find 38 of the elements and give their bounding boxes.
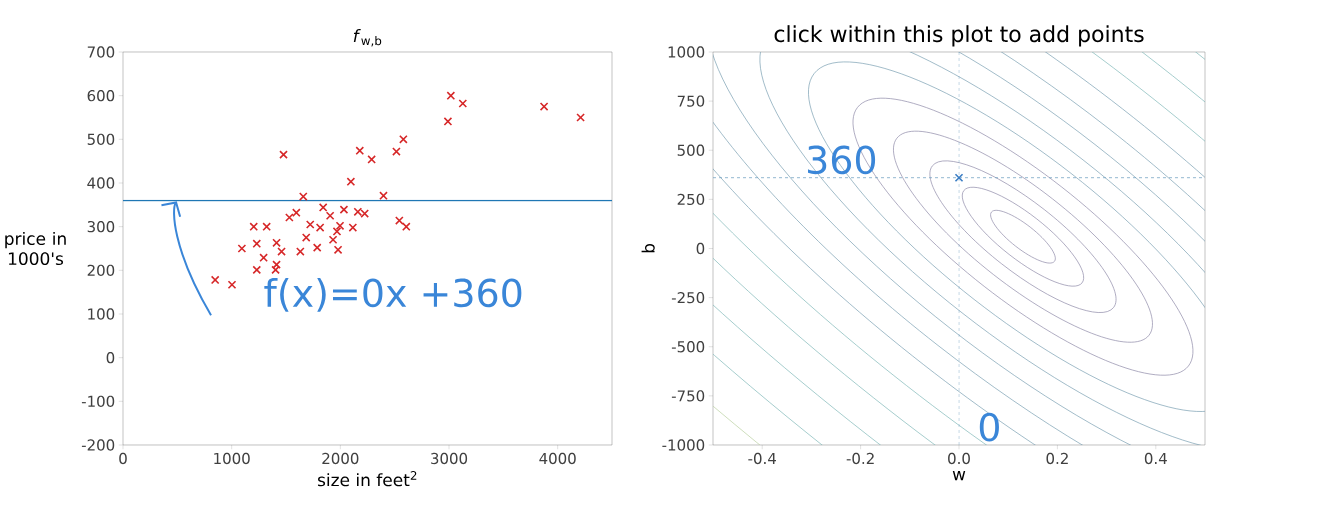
y-tick-label: -1000	[662, 439, 705, 451]
x-tick-label: 4000	[539, 452, 576, 465]
y-tick-label: 100	[88, 308, 115, 320]
x-tick-label: -0.2	[846, 452, 874, 465]
annotation: 0	[979, 412, 999, 442]
x-tick-label: 0.4	[1144, 452, 1167, 465]
y-tick-label: -200	[81, 439, 115, 451]
y-tick-label: -500	[671, 341, 705, 353]
x-tick-label: 0.0	[948, 452, 970, 465]
y-tick-label: 250	[677, 193, 705, 206]
x-tick-label: 2000	[322, 452, 359, 465]
y-tick-label: 300	[87, 220, 115, 233]
y-axis-title: b	[641, 244, 655, 253]
x-axis-title: size in feet$^{2}$	[317, 471, 417, 487]
y-tick-label: 0	[696, 242, 705, 255]
y-axis-title: price in 1000's	[5, 231, 66, 266]
y-tick-label: 600	[87, 89, 115, 102]
chart-title: click within this plot to add points	[774, 25, 1144, 47]
x-axis-title: w	[952, 470, 966, 481]
annotation: 360	[808, 145, 876, 175]
y-tick-label: -750	[671, 390, 705, 402]
annotation: f(x)=0x +360	[264, 277, 522, 312]
x-tick-label: 3000	[431, 452, 468, 465]
x-tick-label: -0.4	[748, 452, 776, 465]
y-tick-label: -100	[81, 395, 115, 407]
y-tick-label: 1000	[668, 46, 705, 58]
y-tick-label: 500	[87, 133, 115, 146]
y-tick-label: 750	[677, 95, 705, 107]
y-tick-label: 500	[677, 144, 705, 156]
y-tick-label: 0	[106, 351, 115, 364]
x-tick-label: 0.2	[1046, 452, 1068, 465]
x-tick-label: 1000	[214, 452, 250, 465]
x-tick-label: 0	[119, 452, 127, 465]
y-tick-label: -250	[671, 291, 705, 304]
y-tick-label: 200	[87, 264, 115, 276]
chart-title: f$_{w,b}$	[353, 29, 382, 47]
y-tick-label: 700	[87, 46, 115, 58]
y-tick-label: 400	[87, 177, 115, 189]
